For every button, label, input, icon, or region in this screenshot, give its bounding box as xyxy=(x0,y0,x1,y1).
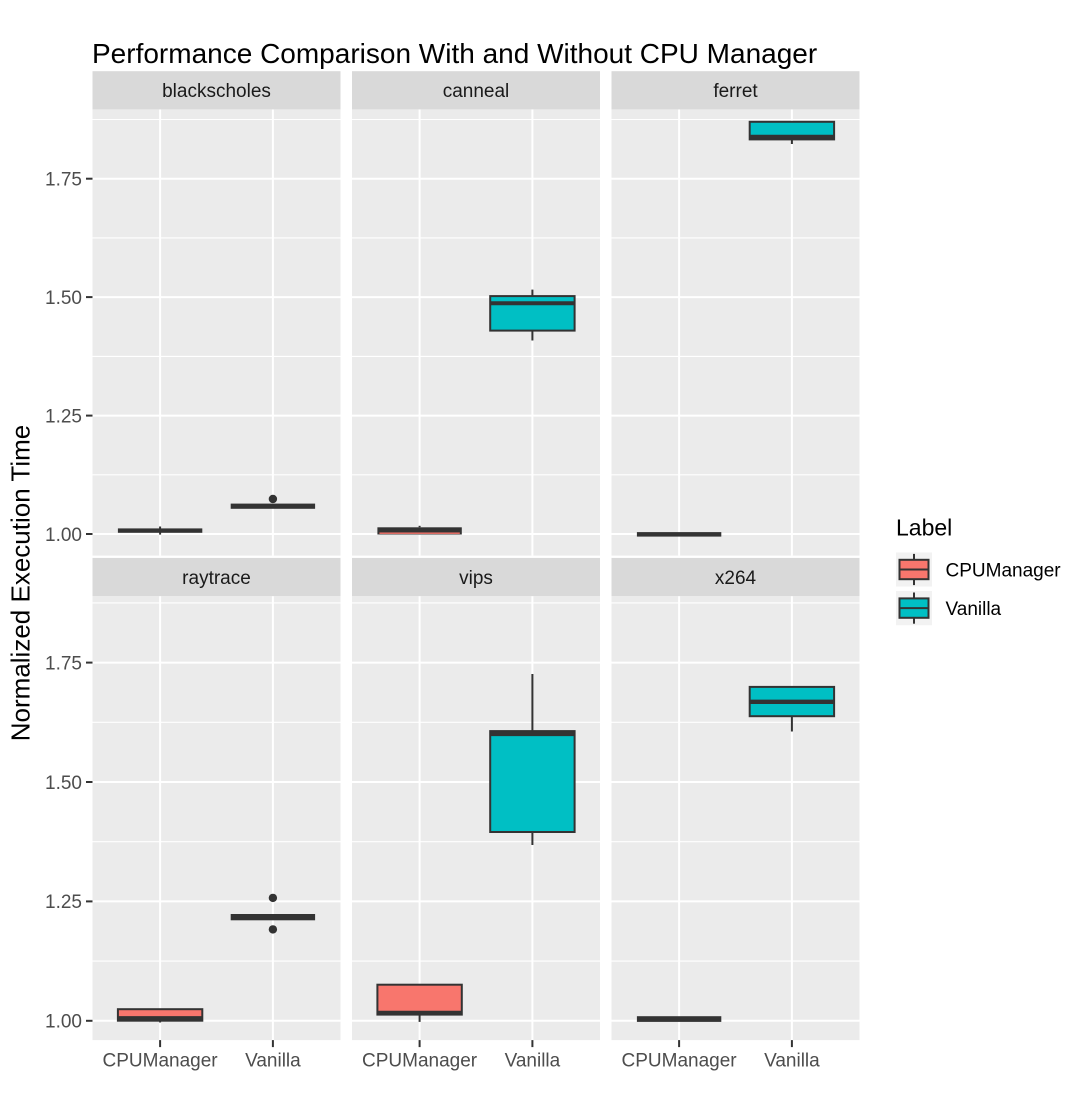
svg-text:blackscholes: blackscholes xyxy=(162,81,271,102)
svg-text:1.50: 1.50 xyxy=(45,288,82,309)
svg-text:ferret: ferret xyxy=(713,81,758,102)
svg-text:x264: x264 xyxy=(715,568,757,589)
svg-text:Vanilla: Vanilla xyxy=(505,1051,561,1072)
svg-text:1.00: 1.00 xyxy=(45,525,82,546)
svg-text:vips: vips xyxy=(459,568,493,589)
svg-text:1.25: 1.25 xyxy=(45,406,82,427)
svg-text:1.25: 1.25 xyxy=(45,892,82,913)
svg-text:1.00: 1.00 xyxy=(45,1012,82,1033)
svg-text:1.75: 1.75 xyxy=(45,653,82,674)
svg-text:raytrace: raytrace xyxy=(182,568,251,589)
svg-text:1.75: 1.75 xyxy=(45,170,82,191)
svg-text:Performance Comparison With an: Performance Comparison With and Without … xyxy=(92,38,817,69)
svg-text:CPUManager: CPUManager xyxy=(622,1051,738,1072)
svg-text:CPUManager: CPUManager xyxy=(362,1051,478,1072)
svg-text:1.50: 1.50 xyxy=(45,773,82,794)
svg-text:Vanilla: Vanilla xyxy=(946,599,1002,620)
svg-text:Label: Label xyxy=(896,515,952,541)
svg-text:Normalized Execution Time: Normalized Execution Time xyxy=(6,425,36,741)
svg-text:Vanilla: Vanilla xyxy=(764,1051,820,1072)
svg-text:CPUManager: CPUManager xyxy=(946,560,1062,581)
svg-text:Vanilla: Vanilla xyxy=(245,1051,301,1072)
svg-text:CPUManager: CPUManager xyxy=(103,1051,219,1072)
svg-text:canneal: canneal xyxy=(443,81,510,102)
